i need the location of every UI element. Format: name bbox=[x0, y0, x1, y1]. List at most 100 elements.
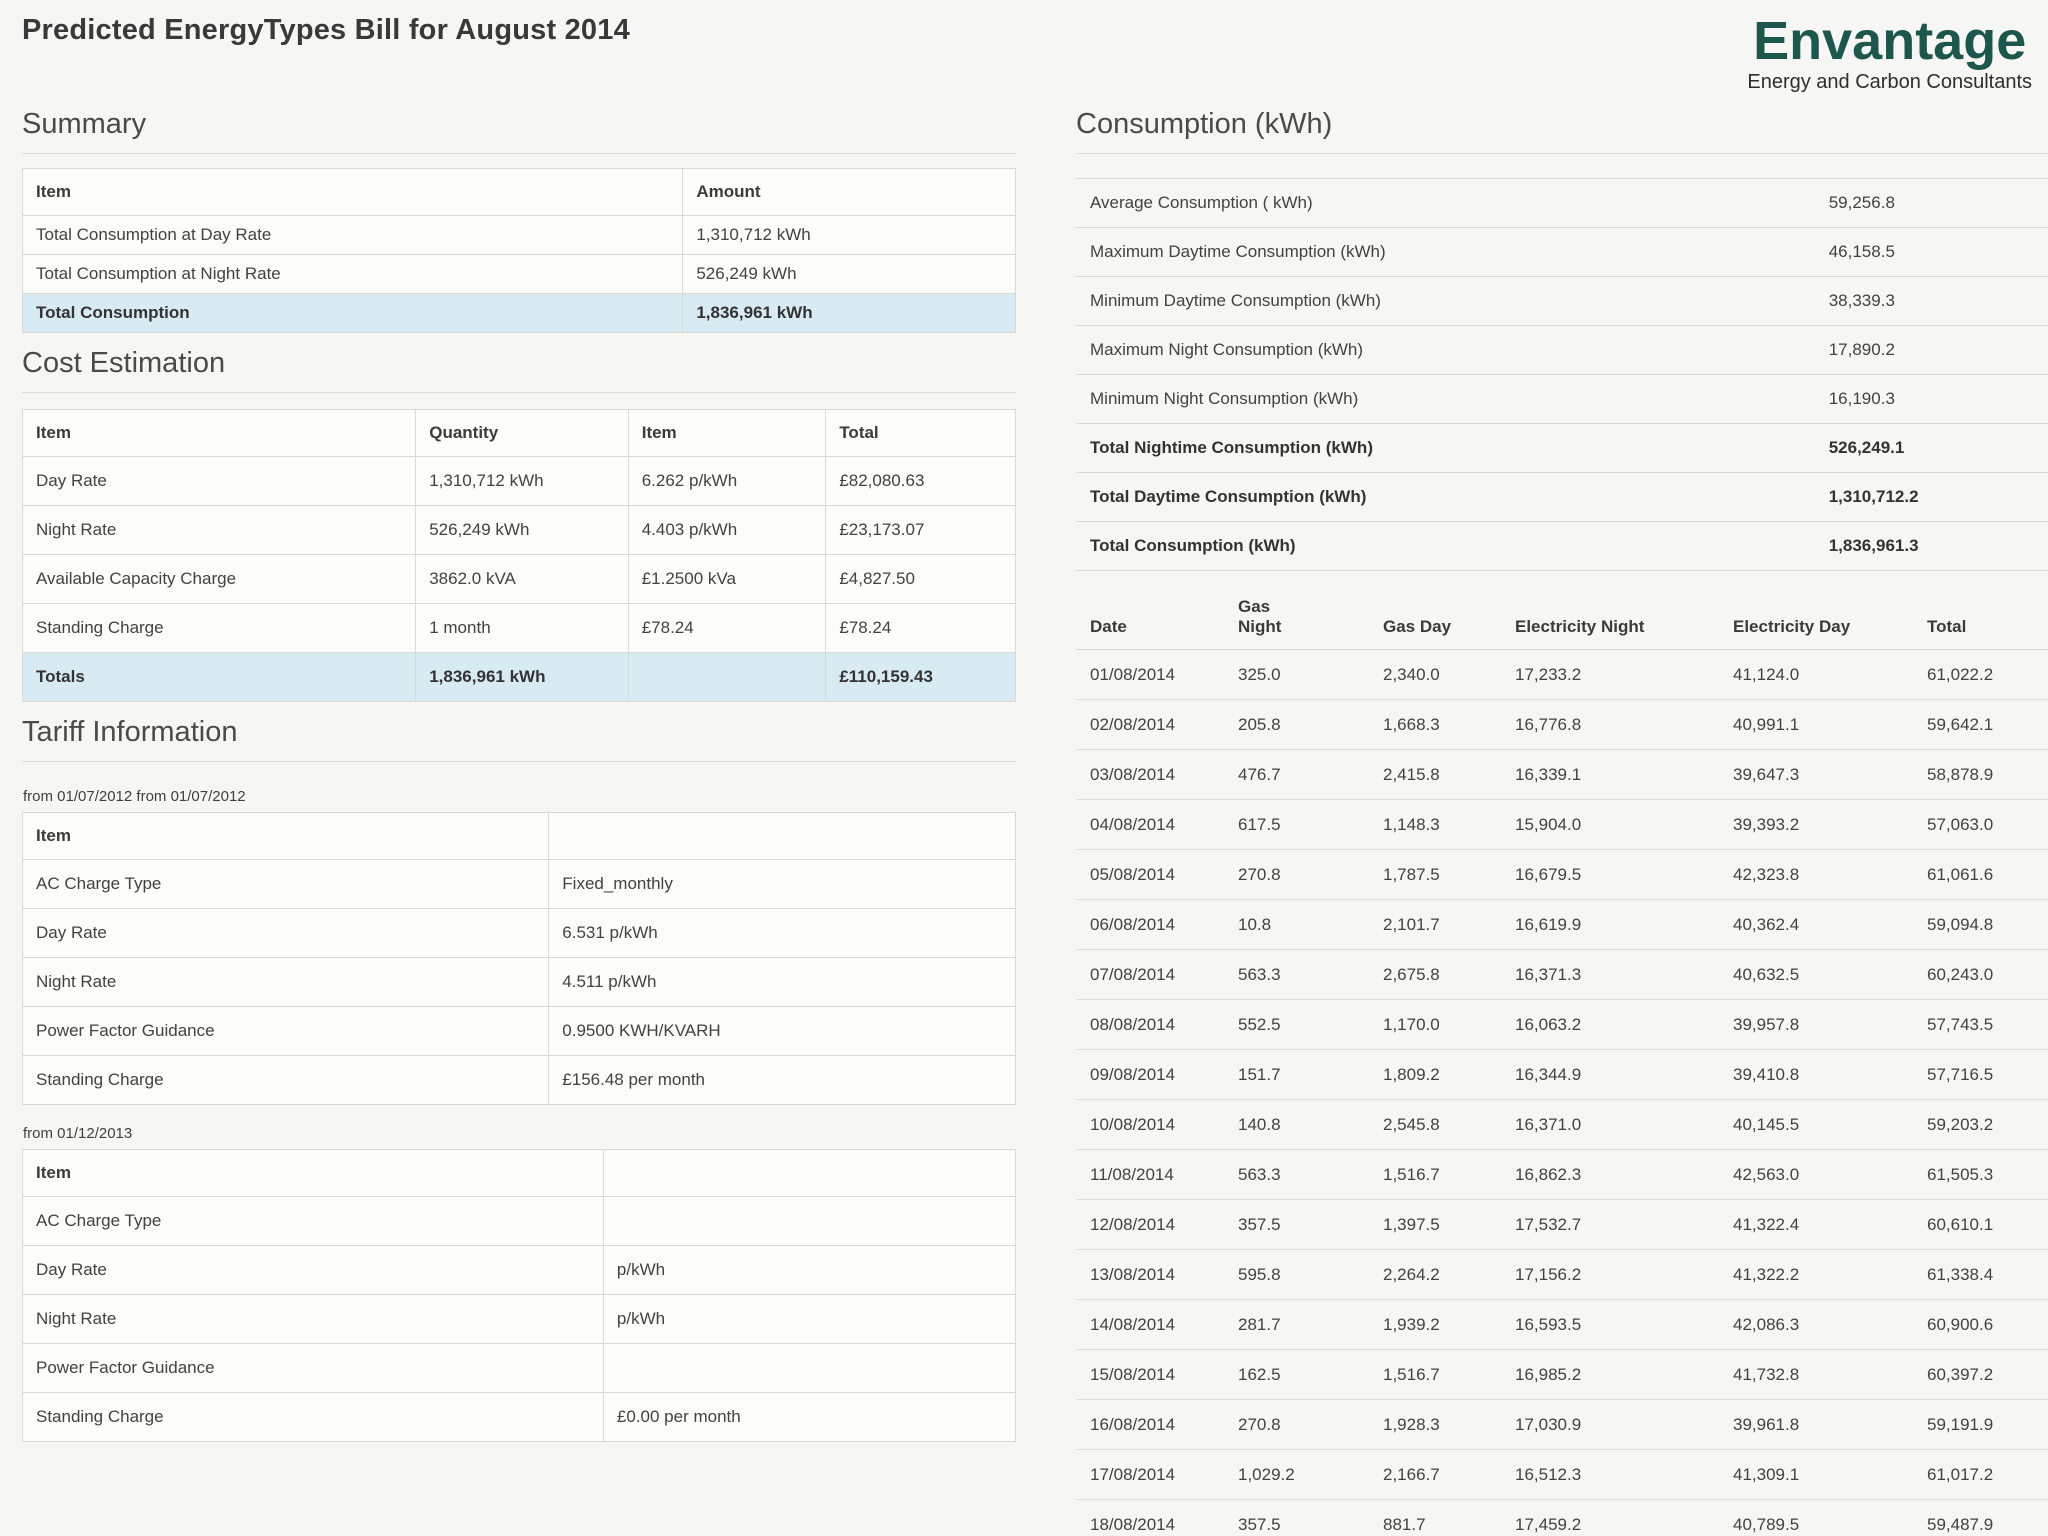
table-row: Available Capacity Charge 3862.0 kVA £1.… bbox=[21, 554, 1016, 605]
label-cell: Average Consumption ( kWh) bbox=[1076, 178, 1815, 228]
label-cell: Minimum Daytime Consumption (kWh) bbox=[1076, 276, 1815, 326]
table-row: 03/08/2014 476.7 2,415.8 16,339.1 39,647… bbox=[1076, 749, 2048, 801]
table-row: Day Rate 6.531 p/kWh bbox=[21, 908, 1016, 959]
value-cell: p/kWh bbox=[602, 1294, 1017, 1345]
electricity-day-cell: 40,789.5 bbox=[1721, 1499, 1915, 1536]
table-row: 12/08/2014 357.5 1,397.5 17,532.7 41,322… bbox=[1076, 1199, 2048, 1251]
column-header-gas-day: Gas Day bbox=[1371, 587, 1503, 651]
total-cell: 60,900.6 bbox=[1915, 1299, 2048, 1351]
total-cell: 61,061.6 bbox=[1915, 849, 2048, 901]
label-cell: Power Factor Guidance bbox=[21, 1006, 550, 1057]
quantity-cell: 1,836,961 kWh bbox=[415, 652, 629, 703]
gas-night-cell: 357.5 bbox=[1226, 1499, 1371, 1536]
value-cell bbox=[602, 1343, 1017, 1394]
table-row: Total Consumption at Night Rate 526,249 … bbox=[21, 254, 1016, 295]
column-header-total: Total bbox=[1915, 587, 2048, 651]
gas-night-cell: 140.8 bbox=[1226, 1099, 1371, 1151]
date-cell: 13/08/2014 bbox=[1076, 1249, 1226, 1301]
date-cell: 12/08/2014 bbox=[1076, 1199, 1226, 1251]
date-cell: 08/08/2014 bbox=[1076, 999, 1226, 1051]
table-header: Item bbox=[21, 812, 1016, 861]
table-row: Total Nightime Consumption (kWh) 526,249… bbox=[1076, 423, 2048, 473]
section-heading-tariff-information: Tariff Information bbox=[22, 716, 238, 749]
gas-night-cell: 325.0 bbox=[1226, 649, 1371, 701]
electricity-day-cell: 39,410.8 bbox=[1721, 1049, 1915, 1101]
table-row: 02/08/2014 205.8 1,668.3 16,776.8 40,991… bbox=[1076, 699, 2048, 751]
label-cell: Night Rate bbox=[21, 957, 550, 1008]
total-cell: £23,173.07 bbox=[825, 505, 1016, 556]
table-row: Standing Charge £0.00 per month bbox=[22, 1392, 1017, 1443]
header-row: Date Gas Night Gas Day Electricity Night… bbox=[1076, 587, 2048, 651]
table-header: Item bbox=[22, 1149, 1017, 1198]
gas-day-cell: 1,787.5 bbox=[1371, 849, 1503, 901]
electricity-night-cell: 17,030.9 bbox=[1503, 1399, 1721, 1451]
rate-cell: £1.2500 kVa bbox=[627, 554, 827, 605]
total-cell: 61,338.4 bbox=[1915, 1249, 2048, 1301]
label-cell: Day Rate bbox=[21, 908, 550, 959]
gas-night-cell: 595.8 bbox=[1226, 1249, 1371, 1301]
total-cell: 59,642.1 bbox=[1915, 699, 2048, 751]
tariff-caption-2: from 01/12/2013 bbox=[23, 1125, 133, 1143]
item-cell: Day Rate bbox=[21, 456, 417, 507]
value-cell: 38,339.3 bbox=[1814, 276, 2048, 326]
date-cell: 18/08/2014 bbox=[1076, 1499, 1226, 1536]
right-column: Consumption (kWh) Average Consumption ( … bbox=[1076, 94, 2048, 1536]
total-cell: 57,716.5 bbox=[1915, 1049, 2048, 1101]
total-cell: £82,080.63 bbox=[825, 456, 1016, 507]
table-row: 17/08/2014 1,029.2 2,166.7 16,512.3 41,3… bbox=[1076, 1449, 2048, 1501]
rate-cell: £78.24 bbox=[627, 603, 827, 654]
gas-night-cell: 552.5 bbox=[1226, 999, 1371, 1051]
column-header-total: Total bbox=[825, 409, 1016, 458]
column-header-item: Item bbox=[22, 1149, 604, 1198]
electricity-night-cell: 16,063.2 bbox=[1503, 999, 1721, 1051]
logo-wordmark: Envantage bbox=[1753, 11, 2027, 71]
gas-day-cell: 2,675.8 bbox=[1371, 949, 1503, 1001]
table-row: Standing Charge 1 month £78.24 £78.24 bbox=[21, 603, 1016, 654]
daily-consumption-table: Date Gas Night Gas Day Electricity Night… bbox=[1076, 587, 2048, 1536]
table-row: Total Consumption 1,836,961 kWh bbox=[21, 293, 1016, 334]
column-header-electricity-day: Electricity Day bbox=[1721, 587, 1915, 651]
tariff-table-2: Item AC Charge Type Day Rate p/kWh Night… bbox=[22, 1149, 1017, 1443]
electricity-night-cell: 17,156.2 bbox=[1503, 1249, 1721, 1301]
table-row: Power Factor Guidance 0.9500 KWH/KVARH bbox=[21, 1006, 1016, 1057]
electricity-day-cell: 40,362.4 bbox=[1721, 899, 1915, 951]
total-cell: £4,827.50 bbox=[825, 554, 1016, 605]
electricity-day-cell: 42,563.0 bbox=[1721, 1149, 1915, 1201]
masthead: Predicted EnergyTypes Bill for August 20… bbox=[0, 0, 2048, 94]
electricity-day-cell: 41,309.1 bbox=[1721, 1449, 1915, 1501]
label-cell: Total Daytime Consumption (kWh) bbox=[1076, 472, 1815, 522]
label-cell: Maximum Night Consumption (kWh) bbox=[1076, 325, 1815, 375]
gas-day-cell: 881.7 bbox=[1371, 1499, 1503, 1536]
total-cell: 59,191.9 bbox=[1915, 1399, 2048, 1451]
table-body: Average Consumption ( kWh) 59,256.8 Maxi… bbox=[1076, 178, 2048, 571]
electricity-day-cell: 41,732.8 bbox=[1721, 1349, 1915, 1401]
table-row: 06/08/2014 10.8 2,101.7 16,619.9 40,362.… bbox=[1076, 899, 2048, 951]
left-column: Summary Item Amount Total Consumption at… bbox=[21, 94, 1017, 1536]
table-row: Totals 1,836,961 kWh £110,159.43 bbox=[21, 652, 1016, 703]
gas-day-cell: 1,516.7 bbox=[1371, 1349, 1503, 1401]
table-body: 01/08/2014 325.0 2,340.0 17,233.2 41,124… bbox=[1076, 649, 2048, 1536]
section-divider bbox=[22, 392, 1016, 394]
item-cell: Totals bbox=[21, 652, 417, 703]
date-cell: 03/08/2014 bbox=[1076, 749, 1226, 801]
table-row: 05/08/2014 270.8 1,787.5 16,679.5 42,323… bbox=[1076, 849, 2048, 901]
column-header-quantity: Quantity bbox=[415, 409, 629, 458]
gas-night-cell: 281.7 bbox=[1226, 1299, 1371, 1351]
table-row: Night Rate 4.511 p/kWh bbox=[21, 957, 1016, 1008]
header-row: Item bbox=[22, 1149, 1017, 1198]
section-divider bbox=[22, 153, 1016, 155]
gas-night-cell: 1,029.2 bbox=[1226, 1449, 1371, 1501]
electricity-night-cell: 16,344.9 bbox=[1503, 1049, 1721, 1101]
column-header-date: Date bbox=[1076, 587, 1226, 651]
value-cell bbox=[602, 1196, 1017, 1247]
value-cell: 16,190.3 bbox=[1814, 374, 2048, 424]
page-title: Predicted EnergyTypes Bill for August 20… bbox=[22, 14, 630, 46]
electricity-night-cell: 16,985.2 bbox=[1503, 1349, 1721, 1401]
section-heading-summary: Summary bbox=[22, 108, 147, 141]
summary-table: Item Amount Total Consumption at Day Rat… bbox=[21, 168, 1016, 334]
electricity-day-cell: 41,124.0 bbox=[1721, 649, 1915, 701]
total-cell: £110,159.43 bbox=[825, 652, 1016, 703]
column-header-blank bbox=[548, 812, 1016, 861]
table-row: AC Charge Type Fixed_monthly bbox=[21, 859, 1016, 910]
